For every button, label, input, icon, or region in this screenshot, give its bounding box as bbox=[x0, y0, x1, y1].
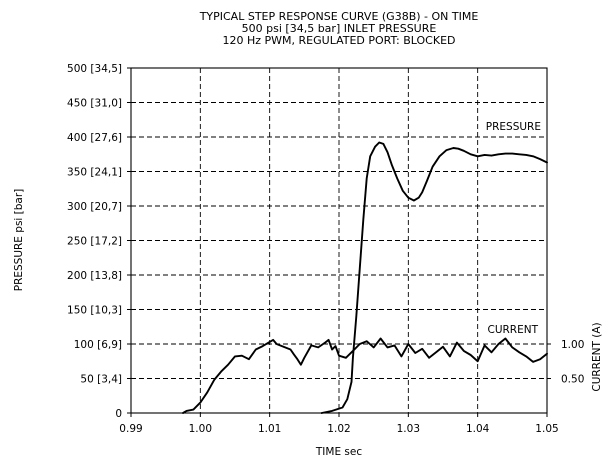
y-tick-label-3: 150 [10,3] bbox=[67, 305, 122, 317]
x-tick-label-6: 1.05 bbox=[535, 423, 558, 435]
x-tick-label-3: 1.02 bbox=[327, 423, 350, 435]
y2-tick-label-0: 0.50 bbox=[561, 374, 584, 386]
x-tick-label-4: 1.03 bbox=[397, 423, 420, 435]
y-tick-label-1: 50 [3,4] bbox=[80, 374, 122, 386]
x-axis-ticks: 0.99 1.00 1.01 1.02 1.03 1.04 1.05 bbox=[119, 413, 559, 435]
y-tick-label-4: 200 [13,8] bbox=[67, 270, 122, 282]
series-line-pressure bbox=[320, 141, 548, 414]
y-tick-label-5: 250 [17,2] bbox=[67, 236, 122, 248]
y-tick-label-9: 450 [31,0] bbox=[67, 98, 122, 110]
series-label-pressure: PRESSURE bbox=[486, 121, 541, 133]
chart-title: TYPICAL STEP RESPONSE CURVE (G38B) - ON … bbox=[199, 10, 479, 47]
x-tick-label-1: 1.00 bbox=[189, 423, 212, 435]
axis-labels: PRESSURE CURRENT TIME sec PRESSURE psi [bar… bbox=[13, 121, 603, 458]
y-tick-label-2: 100 [6,9] bbox=[74, 339, 122, 351]
title-line-1: TYPICAL STEP RESPONSE CURVE (G38B) - ON … bbox=[199, 10, 479, 23]
series-label-current: CURRENT bbox=[487, 324, 538, 336]
series bbox=[182, 141, 548, 414]
title-line-2: 500 psi [34,5 bar] INLET PRESSURE bbox=[242, 22, 437, 35]
title-line-3: 120 Hz PWM, REGULATED PORT: BLOCKED bbox=[223, 34, 456, 47]
y2-axis-ticks: 0.50 1.00 bbox=[547, 339, 584, 386]
y-tick-label-6: 300 [20,7] bbox=[67, 201, 122, 213]
x-axis-label: TIME sec bbox=[315, 446, 362, 458]
y-tick-label-0: 0 bbox=[115, 408, 122, 420]
y-tick-label-10: 500 [34,5] bbox=[67, 63, 122, 75]
x-tick-label-5: 1.04 bbox=[466, 423, 490, 435]
y2-axis-label: CURRENT (A) bbox=[591, 322, 603, 391]
y2-tick-label-1: 1.00 bbox=[561, 339, 584, 351]
series-line-current bbox=[182, 337, 548, 414]
y-tick-label-7: 350 [24,1] bbox=[67, 167, 122, 179]
grid bbox=[131, 68, 547, 413]
y-axis-ticks: 0 50 [3,4] 100 [6,9] 150 [10,3] 200 [13,8] 25… bbox=[67, 63, 131, 420]
x-tick-label-0: 0.99 bbox=[119, 423, 142, 435]
x-tick-label-2: 1.01 bbox=[258, 423, 281, 435]
y-axis-label: PRESSURE psi [bar] bbox=[13, 189, 25, 292]
y-tick-label-8: 400 [27,6] bbox=[67, 132, 122, 144]
